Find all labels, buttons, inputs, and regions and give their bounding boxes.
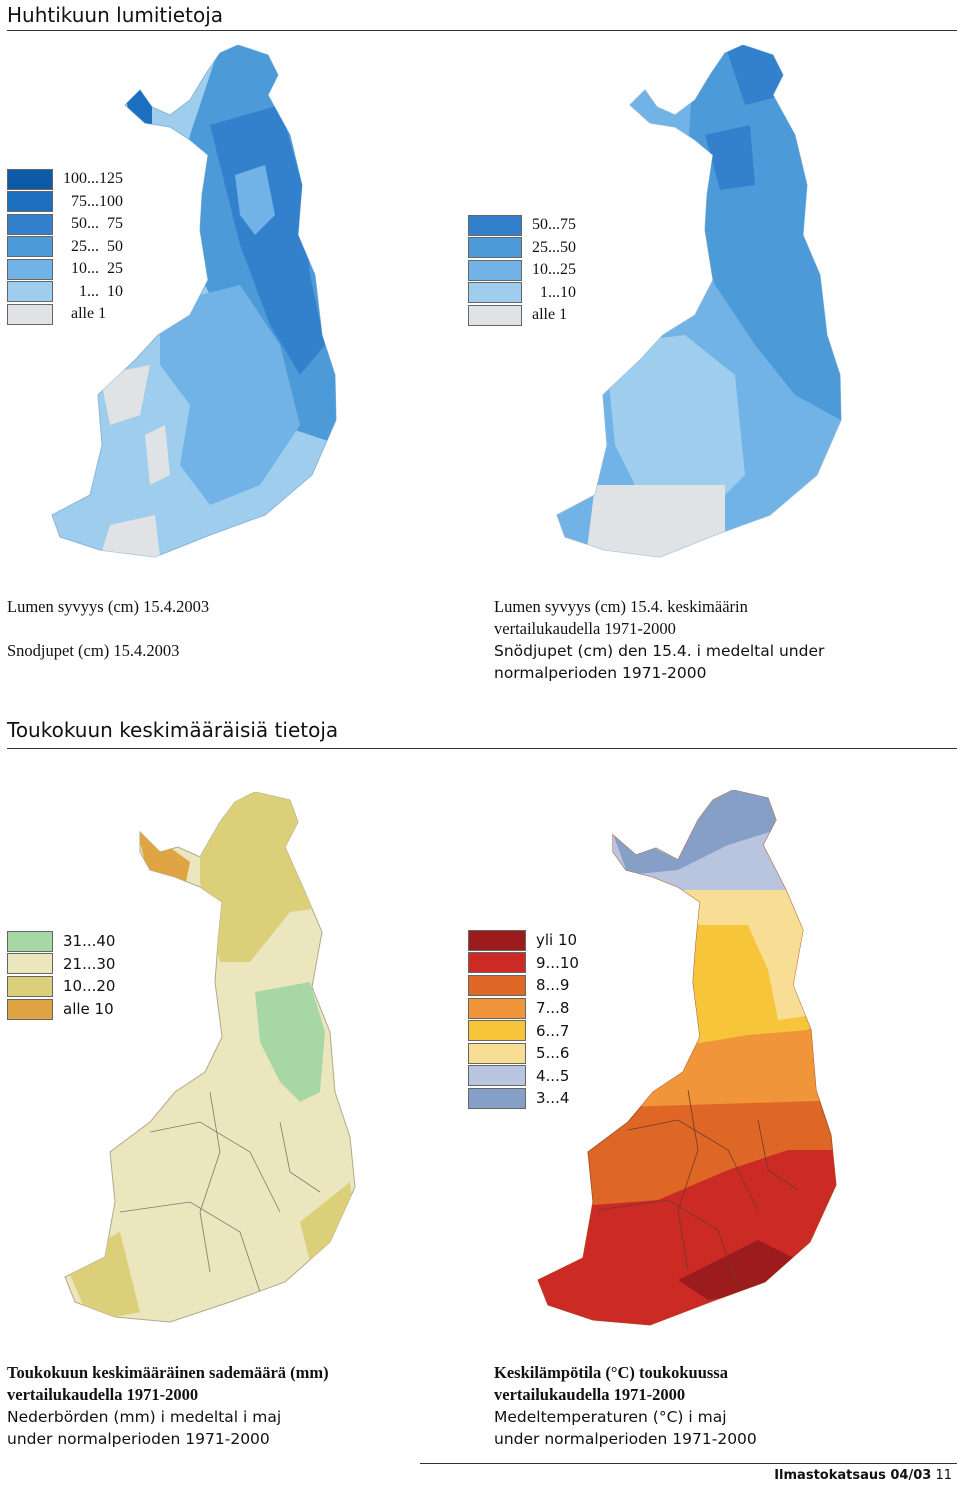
page-number: 11	[935, 1468, 952, 1483]
legend-label: 75...100	[63, 192, 123, 210]
snow-depth-2003-map	[40, 45, 340, 565]
legend-label: 7...8	[536, 999, 570, 1018]
legend-label: 10... 25	[63, 260, 123, 278]
legend-swatch	[7, 191, 53, 213]
legend-swatch	[7, 236, 53, 258]
legend-label: 3...4	[536, 1089, 570, 1108]
legend-swatch	[468, 304, 522, 326]
legend-label: 31...40	[63, 932, 116, 951]
legend-label: 4...5	[536, 1066, 570, 1085]
legend-swatch	[7, 930, 53, 952]
precipitation-map	[50, 792, 370, 1332]
snow-normal-caption: Lumen syvyys (cm) 15.4. keskimäärin vert…	[494, 596, 824, 684]
caption-fi-line2: vertailukaudella 1971-2000	[494, 1385, 686, 1404]
legend-swatch	[468, 929, 526, 951]
legend-label: 1...10	[532, 283, 576, 301]
footer-rule	[420, 1463, 957, 1464]
page-footer: Ilmastokatsaus 04/03 11	[774, 1468, 952, 1483]
temperature-map	[528, 790, 848, 1335]
legend-label: 8...9	[536, 976, 570, 995]
legend-swatch	[468, 259, 522, 281]
caption-fi-line2: vertailukaudella 1971-2000	[494, 619, 676, 638]
caption-fi-line1: Toukokuun keskimääräinen sademäärä (mm)	[7, 1363, 329, 1382]
legend-label: yli 10	[536, 931, 578, 950]
section-title-may: Toukokuun keskimääräisiä tietoja	[7, 718, 339, 742]
temperature-legend: yli 10 9...10 8...9 7...8 6...7 5...6 4.…	[468, 929, 579, 1110]
legend-label: 50...75	[532, 216, 576, 234]
legend-swatch	[468, 214, 522, 236]
legend-swatch	[468, 974, 526, 996]
legend-swatch	[468, 997, 526, 1019]
legend-swatch	[468, 1042, 526, 1064]
section-rule	[7, 748, 957, 749]
legend-label: alle 10	[63, 1000, 114, 1019]
legend-swatch	[7, 213, 53, 235]
legend-swatch	[7, 953, 53, 975]
legend-swatch	[7, 303, 53, 325]
legend-label: 1... 10	[63, 282, 123, 300]
legend-swatch	[468, 1065, 526, 1087]
caption-sv: Snodjupet (cm) 15.4.2003	[7, 641, 180, 660]
legend-label: 25... 50	[63, 237, 123, 255]
legend-swatch	[468, 1020, 526, 1042]
snow-depth-normal-map	[545, 45, 850, 565]
legend-label: 21...30	[63, 954, 116, 973]
legend-label: 5...6	[536, 1044, 570, 1063]
caption-sv-line2: under normalperioden 1971-2000	[7, 1430, 270, 1448]
caption-sv-line1: Nederbörden (mm) i medeltal i maj	[7, 1408, 282, 1426]
legend-swatch	[468, 952, 526, 974]
caption-sv-line2: normalperioden 1971-2000	[494, 664, 707, 682]
legend-label: 25...50	[532, 238, 576, 256]
legend-swatch	[7, 998, 53, 1020]
publication-name: Ilmastokatsaus 04/03	[774, 1468, 932, 1483]
caption-fi-line2: vertailukaudella 1971-2000	[7, 1385, 199, 1404]
legend-label: alle 1	[532, 306, 568, 324]
legend-swatch	[7, 258, 53, 280]
caption-sv-line1: Medeltemperaturen (°C) i maj	[494, 1408, 727, 1426]
caption-sv-line2: under normalperioden 1971-2000	[494, 1430, 757, 1448]
legend-label: 6...7	[536, 1021, 570, 1040]
legend-label: 50... 75	[63, 215, 123, 233]
legend-swatch	[468, 237, 522, 259]
precipitation-caption: Toukokuun keskimääräinen sademäärä (mm) …	[7, 1362, 329, 1450]
caption-fi-line1: Keskilämpötila (°C) toukokuussa	[494, 1363, 728, 1382]
legend-label: 10...25	[532, 261, 576, 279]
legend-label: 100...125	[63, 170, 123, 188]
temperature-caption: Keskilämpötila (°C) toukokuussa vertailu…	[494, 1362, 757, 1450]
legend-swatch	[7, 168, 53, 190]
caption-sv-line1: Snödjupet (cm) den 15.4. i medeltal unde…	[494, 642, 825, 660]
legend-swatch	[468, 282, 522, 304]
legend-swatch	[7, 975, 53, 997]
snow-depth-2003-legend: 100...125 75...100 50... 75 25... 50 10.…	[7, 168, 123, 326]
legend-swatch	[7, 281, 53, 303]
section-title-snow: Huhtikuun lumitietoja	[7, 3, 224, 27]
legend-label: 10...20	[63, 977, 116, 996]
caption-fi: Lumen syvyys (cm) 15.4.2003	[7, 597, 210, 616]
snow-depth-normal-legend: 50...75 25...50 10...25 1...10 alle 1	[468, 214, 576, 327]
legend-swatch	[468, 1087, 526, 1109]
legend-label: alle 1	[63, 305, 107, 323]
precipitation-legend: 31...40 21...30 10...20 alle 10	[7, 930, 115, 1020]
section-rule	[7, 30, 957, 31]
caption-fi-line1: Lumen syvyys (cm) 15.4. keskimäärin	[494, 597, 748, 616]
snow-2003-caption: Lumen syvyys (cm) 15.4.2003 Snodjupet (c…	[7, 596, 209, 662]
legend-label: 9...10	[536, 953, 579, 972]
